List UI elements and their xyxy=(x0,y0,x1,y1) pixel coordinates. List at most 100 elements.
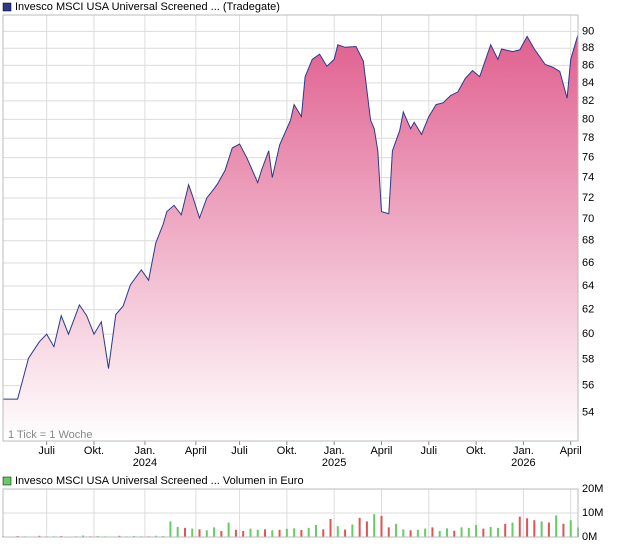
volume-bar xyxy=(256,529,259,537)
y-tick-label: 60 xyxy=(582,328,594,340)
y-tick-label: 88 xyxy=(582,42,594,54)
y-tick-label: 82 xyxy=(582,95,594,107)
chart-title: Invesco MSCI USA Universal Screened ... … xyxy=(15,475,304,487)
volume-bar xyxy=(242,531,245,537)
volume-bar xyxy=(249,528,252,537)
volume-bar xyxy=(183,527,186,537)
volume-bar xyxy=(409,530,412,537)
x-tick-label: Juli xyxy=(231,445,248,457)
year-label: 2025 xyxy=(322,457,346,469)
y-tick-label: 70 xyxy=(582,213,594,225)
area-fill xyxy=(3,34,578,441)
volume-bar xyxy=(227,522,230,537)
volume-bar xyxy=(264,529,267,537)
volume-bar xyxy=(198,529,201,537)
volume-bar xyxy=(154,535,157,537)
volume-bar xyxy=(118,535,121,537)
legend-swatch xyxy=(2,476,12,486)
x-tick-label: Juli xyxy=(421,445,438,457)
volume-bar xyxy=(38,535,41,537)
volume-bar xyxy=(511,522,514,537)
volume-bar xyxy=(475,525,478,537)
volume-bar xyxy=(438,531,441,537)
price-line xyxy=(3,34,579,400)
volume-bar xyxy=(285,528,288,537)
volume-bar xyxy=(547,522,550,537)
volume-bar xyxy=(278,529,281,537)
volume-bar xyxy=(453,530,456,537)
y-tick-label: 78 xyxy=(582,132,594,144)
x-tick-label: Juli xyxy=(38,445,55,457)
y-tick-label: 90 xyxy=(582,25,594,37)
volume-bar xyxy=(300,530,303,537)
volume-bar xyxy=(387,527,390,537)
y-tick-label: 54 xyxy=(582,407,594,419)
y-tick-label: 68 xyxy=(582,235,594,247)
y-tick-label: 20M xyxy=(582,483,603,495)
volume-bar xyxy=(373,514,376,537)
y-tick-label: 62 xyxy=(582,304,594,316)
volume-bar xyxy=(526,518,529,537)
volume-bar xyxy=(424,528,427,537)
volume-bar xyxy=(271,530,274,537)
volume-bar xyxy=(562,523,565,537)
volume-bar xyxy=(540,521,543,537)
volume-bar xyxy=(395,523,398,537)
y-tick-label: 72 xyxy=(582,192,594,204)
volume-bar xyxy=(504,523,507,537)
y-tick-label: 10M xyxy=(582,507,603,519)
y-tick-label: 66 xyxy=(582,257,594,269)
volume-bar xyxy=(380,515,383,537)
volume-bar xyxy=(314,525,317,537)
volume-bar xyxy=(213,527,216,537)
plot-border xyxy=(2,488,579,538)
x-tick-label: Okt. xyxy=(466,445,486,457)
volume-bar xyxy=(234,529,237,537)
volume-bar xyxy=(205,530,208,537)
volume-bar xyxy=(489,526,492,537)
volume-bar xyxy=(402,529,405,537)
volume-bar xyxy=(176,526,179,537)
x-tick-label: Jan. xyxy=(324,445,345,457)
year-label: 2026 xyxy=(511,457,535,469)
x-tick-label: April xyxy=(185,445,207,457)
volume-bar xyxy=(533,520,536,537)
volume-bar xyxy=(518,516,521,537)
volume-bar xyxy=(336,526,339,537)
volume-bar xyxy=(293,528,296,537)
y-tick-label: 80 xyxy=(582,113,594,125)
x-tick-label: April xyxy=(560,445,582,457)
volume-bar xyxy=(555,515,558,537)
y-tick-label: 64 xyxy=(582,280,594,292)
volume-bar xyxy=(467,527,470,537)
y-tick-label: 0M xyxy=(582,531,597,543)
volume-bar xyxy=(445,528,448,537)
y-tick-label: 84 xyxy=(582,77,594,89)
y-tick-label: 74 xyxy=(582,171,594,183)
y-tick-label: 56 xyxy=(582,380,594,392)
y-tick-label: 76 xyxy=(582,152,594,164)
volume-bar xyxy=(351,524,354,537)
chart-title: Invesco MSCI USA Universal Screened ... … xyxy=(15,1,280,13)
volume-bar xyxy=(569,520,572,537)
volume-bar xyxy=(169,521,172,537)
x-tick-label: Jan. xyxy=(513,445,534,457)
volume-bar xyxy=(358,517,361,537)
x-tick-label: Jan. xyxy=(135,445,156,457)
annotation: 1 Tick = 1 Woche xyxy=(8,429,92,441)
volume-bar xyxy=(220,531,223,537)
volume-bar xyxy=(307,527,310,537)
volume-bar xyxy=(365,521,368,537)
y-tick-label: 58 xyxy=(582,353,594,365)
volume-bar xyxy=(482,528,485,537)
legend-swatch xyxy=(2,2,12,12)
volume-bar xyxy=(496,527,499,537)
x-tick-label: Okt. xyxy=(84,445,104,457)
volume-bar xyxy=(191,528,194,537)
volume-bar xyxy=(329,519,332,537)
volume-bar xyxy=(416,529,419,537)
volume-bar xyxy=(431,527,434,537)
plot-border xyxy=(2,14,579,442)
y-tick-label: 86 xyxy=(582,59,594,71)
